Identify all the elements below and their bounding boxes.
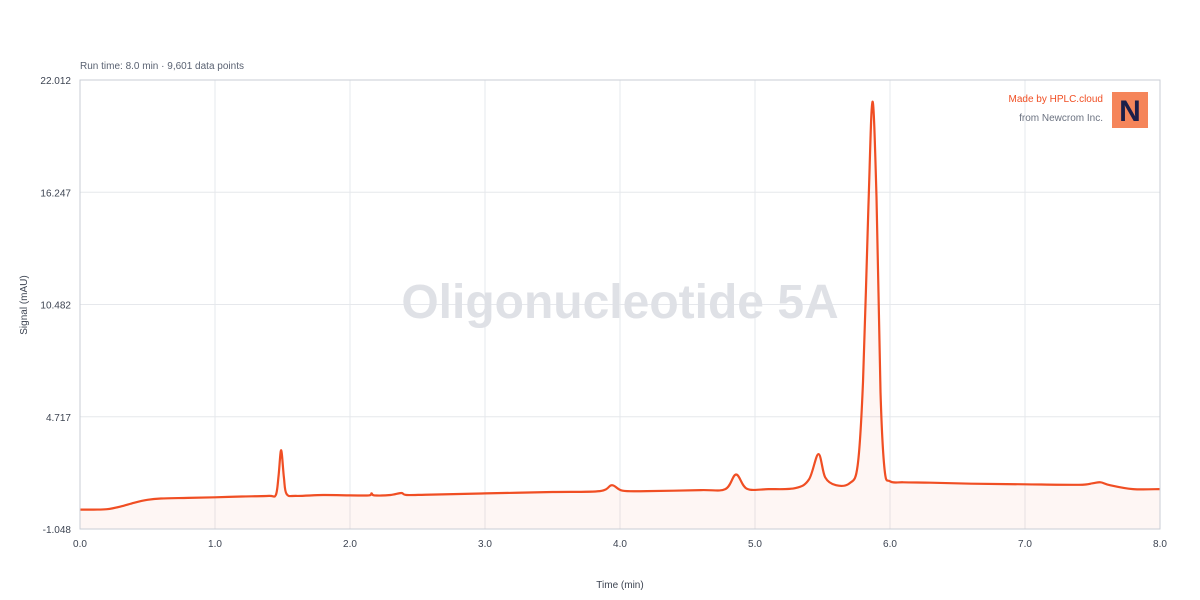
signal-line[interactable] (79, 100, 1161, 511)
chart-subtitle: Run time: 8.0 min · 9,601 data points (80, 61, 244, 72)
brand-from: from Newcrom Inc. (1019, 113, 1103, 124)
logo-letter: N (1119, 95, 1141, 128)
x-tick-label: 1.0 (208, 539, 222, 550)
signal-area-layer (80, 101, 1160, 530)
x-axis-ticks: 0.0 1.0 2.0 3.0 4.0 5.0 6.0 7.0 8.0 (73, 539, 1167, 550)
x-tick-label: 7.0 (1018, 539, 1032, 550)
signal-area (80, 101, 1160, 530)
signal-line-layer (79, 100, 1161, 511)
y-tick-label: 10.482 (40, 301, 71, 312)
x-tick-label: 4.0 (613, 539, 627, 550)
x-axis-title: Time (min) (596, 580, 643, 591)
watermark-title: Oligonucleotide 5A (401, 276, 838, 329)
y-tick-label: 16.247 (40, 188, 71, 199)
x-tick-label: 8.0 (1153, 539, 1167, 550)
y-axis-title: Signal (mAU) (19, 275, 30, 334)
y-tick-label: 4.717 (46, 413, 71, 424)
plot-frame (79, 79, 1161, 530)
x-tick-label: 6.0 (883, 539, 897, 550)
x-tick-label: 0.0 (73, 539, 87, 550)
x-tick-label: 3.0 (478, 539, 492, 550)
y-tick-label: 22.012 (40, 76, 71, 87)
y-axis-ticks: -1.048 4.717 10.482 16.247 22.012 (40, 76, 71, 536)
newcrom-logo-icon[interactable] (1112, 92, 1148, 128)
y-tick-label: -1.048 (43, 525, 72, 536)
grid (80, 80, 1160, 529)
brand-made-by[interactable]: Made by HPLC.cloud (1009, 94, 1104, 105)
x-tick-label: 2.0 (343, 539, 357, 550)
brand-badge[interactable]: Made by HPLC.cloud from Newcrom Inc. N (1009, 92, 1149, 128)
x-tick-label: 5.0 (748, 539, 762, 550)
